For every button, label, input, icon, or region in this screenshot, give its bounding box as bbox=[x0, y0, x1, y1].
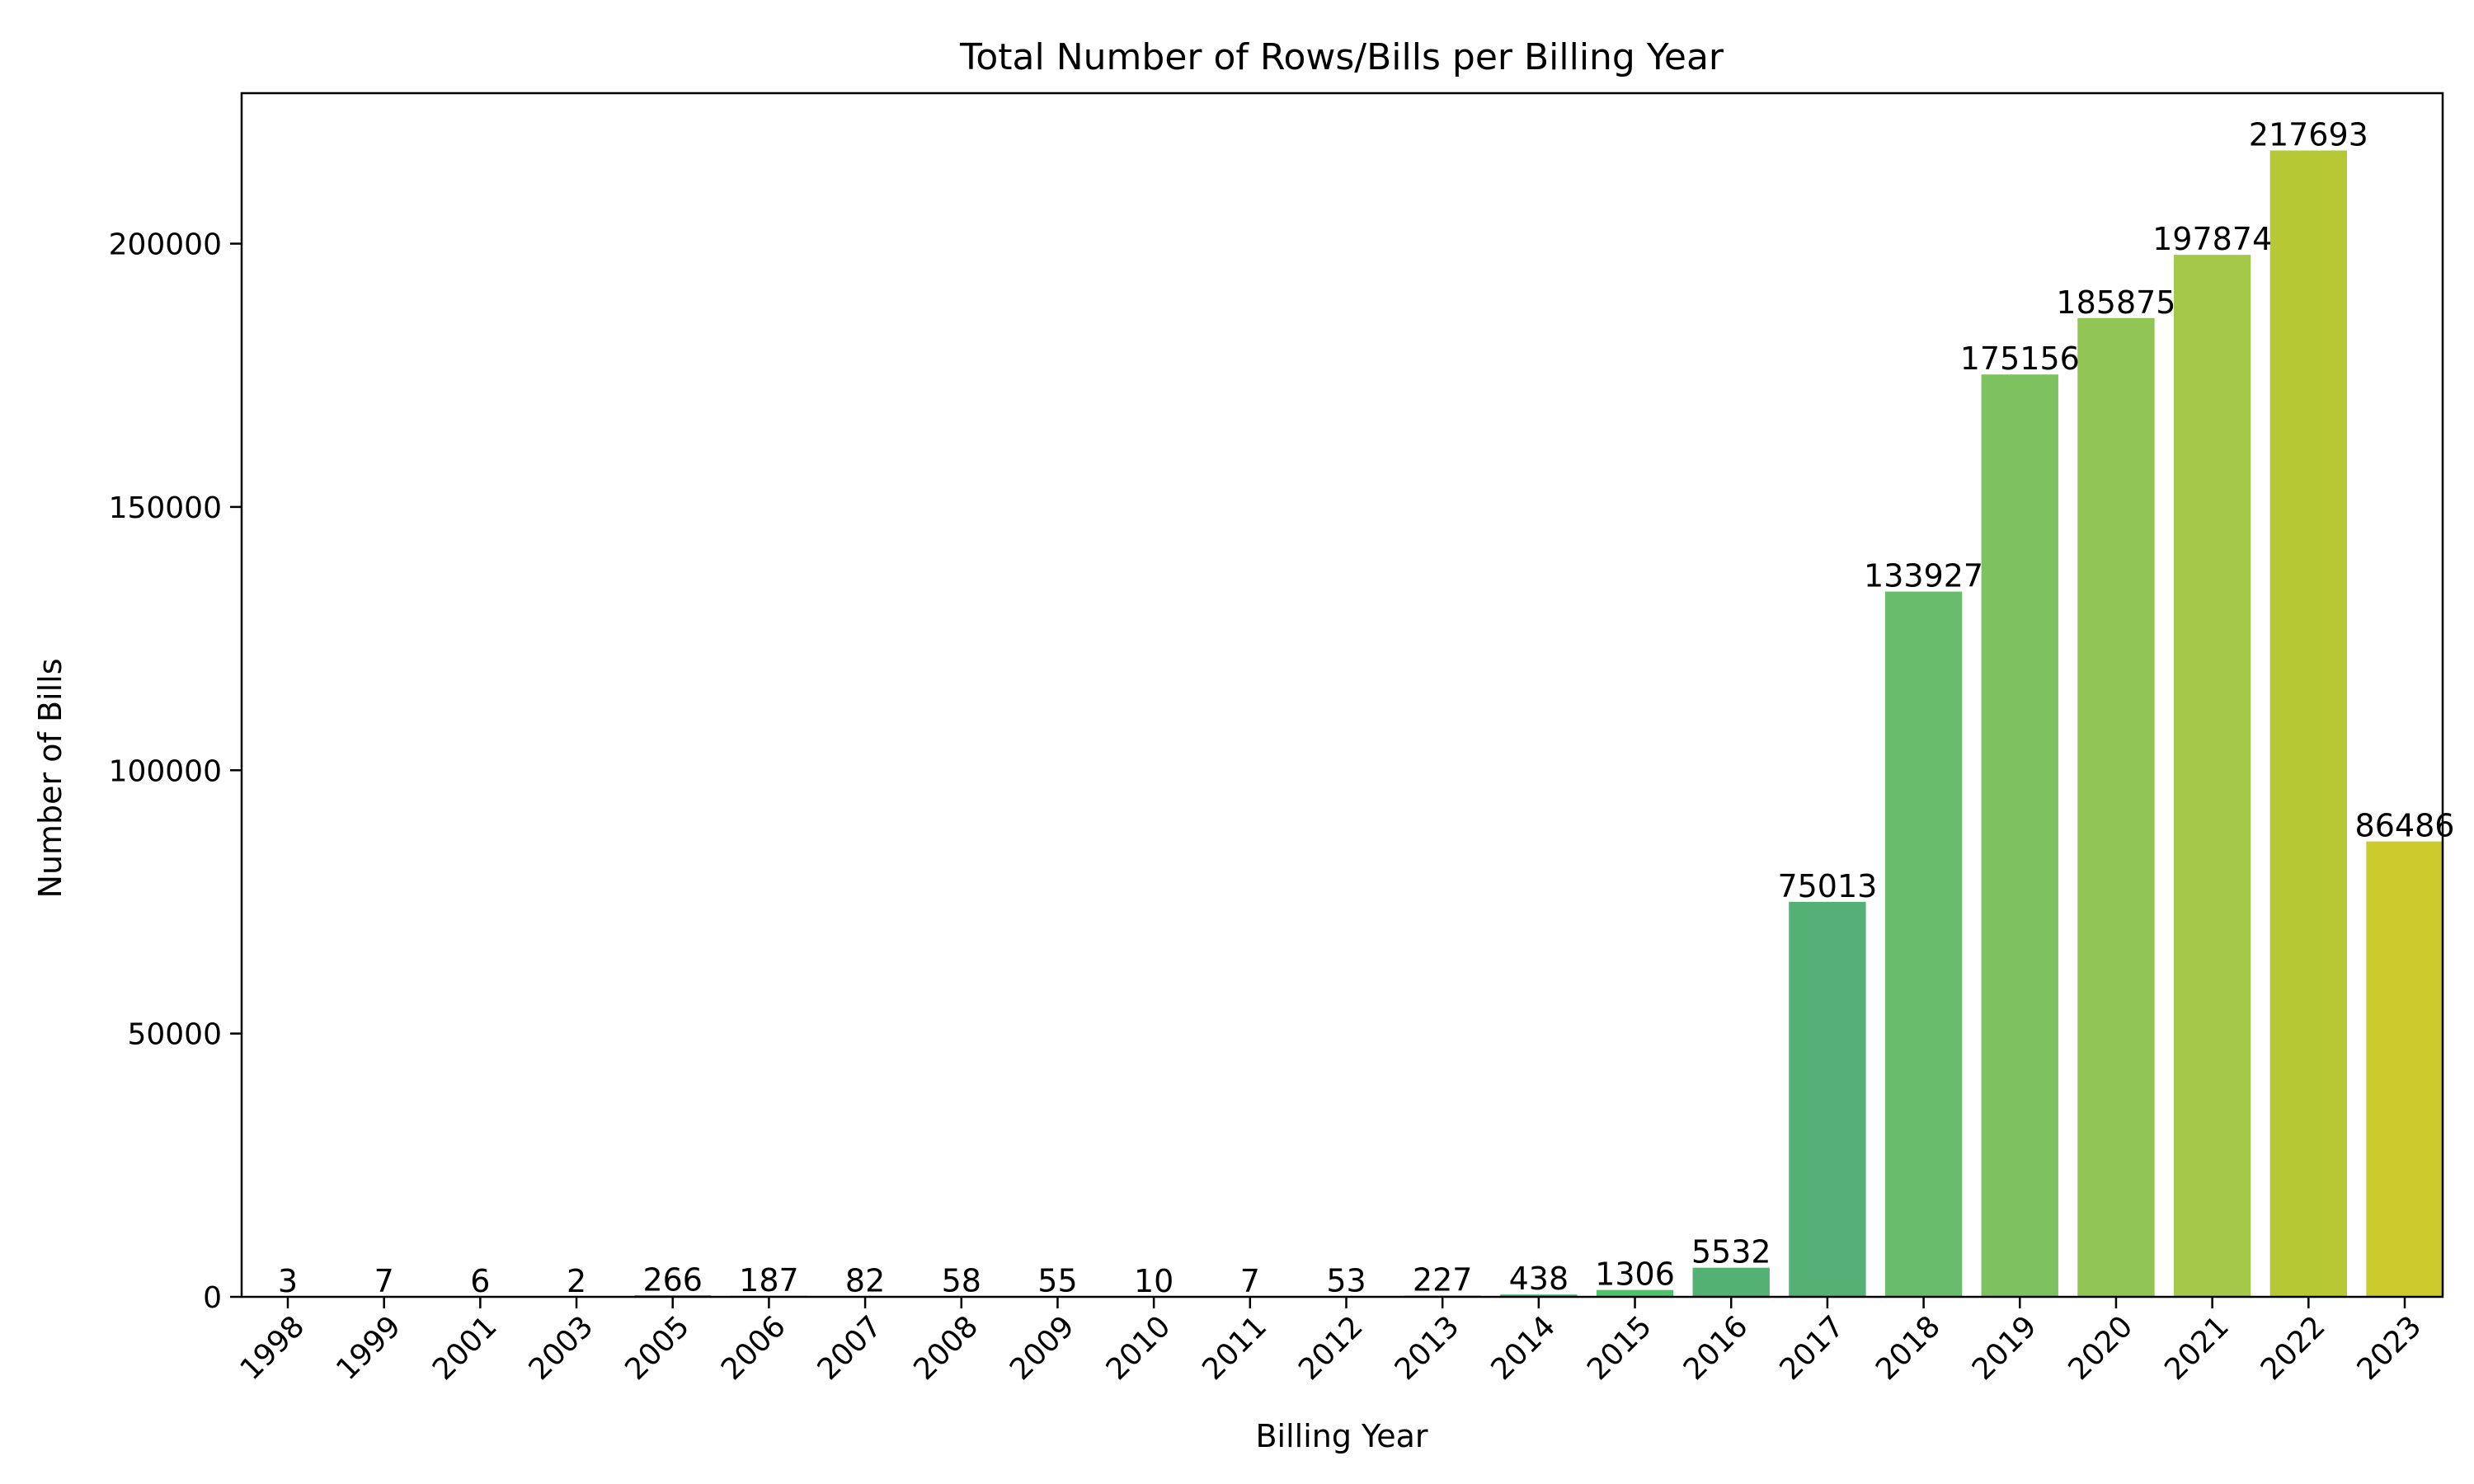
x-tick-label-2013: 2013 bbox=[1389, 1309, 1466, 1387]
data-label-2009: 55 bbox=[1037, 1263, 1077, 1299]
bar-2017 bbox=[1789, 901, 1866, 1297]
bar-2023 bbox=[2366, 841, 2443, 1297]
data-label-2023: 86486 bbox=[2355, 808, 2455, 844]
data-label-2021: 197874 bbox=[2152, 221, 2272, 257]
data-label-2017: 75013 bbox=[1777, 868, 1877, 904]
x-tick-label-2021: 2021 bbox=[2158, 1309, 2236, 1387]
data-label-2014: 438 bbox=[1509, 1261, 1569, 1297]
x-tick-label-2018: 2018 bbox=[1870, 1309, 1947, 1387]
data-label-2011: 7 bbox=[1240, 1263, 1260, 1299]
data-label-2006: 187 bbox=[739, 1262, 799, 1298]
data-label-2016: 5532 bbox=[1691, 1234, 1771, 1270]
x-tick-label-2005: 2005 bbox=[618, 1309, 696, 1387]
data-label-1999: 7 bbox=[374, 1263, 394, 1299]
data-label-2008: 58 bbox=[942, 1263, 981, 1299]
y-tick-label-150000: 150000 bbox=[109, 491, 222, 525]
data-labels-layer: 3 7 6 2 266 187 82 58 55 10 7 53 227 438 1306 5532 75013… bbox=[278, 117, 2455, 1299]
x-tick-label-2016: 2016 bbox=[1677, 1309, 1755, 1387]
bar-2022 bbox=[2269, 150, 2347, 1298]
data-label-2018: 133927 bbox=[1864, 558, 1983, 594]
bar-2019 bbox=[1981, 374, 2058, 1298]
x-tick-label-1999: 1999 bbox=[330, 1309, 407, 1387]
bars-layer bbox=[249, 150, 2443, 1298]
y-tick-label-0: 0 bbox=[203, 1281, 222, 1315]
x-tick-label-2014: 2014 bbox=[1484, 1309, 1562, 1387]
y-axis-ticks: 0 50000 100000 150000 200000 bbox=[109, 228, 242, 1315]
x-tick-label-2023: 2023 bbox=[2351, 1309, 2429, 1387]
y-axis-label: Number of Bills bbox=[32, 659, 68, 899]
x-tick-label-2010: 2010 bbox=[1100, 1309, 1178, 1387]
x-tick-label-2011: 2011 bbox=[1196, 1309, 1273, 1387]
bar-2014 bbox=[1500, 1294, 1578, 1297]
bar-2016 bbox=[1692, 1267, 1770, 1297]
x-tick-label-2015: 2015 bbox=[1581, 1309, 1658, 1387]
x-tick-label-2006: 2006 bbox=[715, 1309, 793, 1387]
x-tick-label-2012: 2012 bbox=[1292, 1309, 1370, 1387]
data-label-2007: 82 bbox=[845, 1262, 885, 1298]
x-axis-ticks: 1998 1999 2001 2003 2005 2006 2007 2008 2009 2010… bbox=[234, 1297, 2429, 1387]
x-tick-label-2003: 2003 bbox=[523, 1309, 600, 1387]
x-tick-label-2022: 2022 bbox=[2255, 1309, 2332, 1387]
x-axis-label: Billing Year bbox=[1255, 1418, 1427, 1454]
data-label-2022: 217693 bbox=[2249, 117, 2368, 153]
data-label-2013: 227 bbox=[1413, 1262, 1473, 1298]
x-tick-label-2017: 2017 bbox=[1773, 1309, 1851, 1387]
y-tick-label-100000: 100000 bbox=[109, 754, 222, 788]
x-tick-label-2009: 2009 bbox=[1004, 1309, 1081, 1387]
bar-2015 bbox=[1596, 1289, 1674, 1297]
x-tick-label-2007: 2007 bbox=[811, 1309, 889, 1387]
x-tick-label-2001: 2001 bbox=[426, 1309, 504, 1387]
data-label-2020: 185875 bbox=[2056, 284, 2175, 321]
x-tick-label-2019: 2019 bbox=[1966, 1309, 2044, 1387]
y-tick-label-50000: 50000 bbox=[127, 1018, 222, 1052]
x-tick-label-2020: 2020 bbox=[2062, 1309, 2140, 1387]
plot-frame bbox=[240, 92, 2444, 1298]
data-label-2003: 2 bbox=[567, 1263, 586, 1299]
y-tick-label-200000: 200000 bbox=[109, 228, 222, 262]
bar-2021 bbox=[2173, 255, 2251, 1297]
x-tick-label-2008: 2008 bbox=[907, 1309, 985, 1387]
x-tick-label-1998: 1998 bbox=[234, 1309, 312, 1387]
data-label-2019: 175156 bbox=[1960, 340, 2080, 377]
bar-2018 bbox=[1884, 591, 1963, 1297]
data-label-2012: 53 bbox=[1326, 1263, 1366, 1299]
data-label-2010: 10 bbox=[1134, 1263, 1174, 1299]
data-label-2015: 1306 bbox=[1595, 1256, 1675, 1293]
data-label-1998: 3 bbox=[278, 1263, 298, 1299]
chart-title: Total Number of Rows/Bills per Billing Y… bbox=[959, 36, 1724, 78]
bar-2020 bbox=[2077, 317, 2155, 1297]
data-label-2001: 6 bbox=[470, 1263, 490, 1299]
data-label-2005: 266 bbox=[642, 1261, 703, 1298]
